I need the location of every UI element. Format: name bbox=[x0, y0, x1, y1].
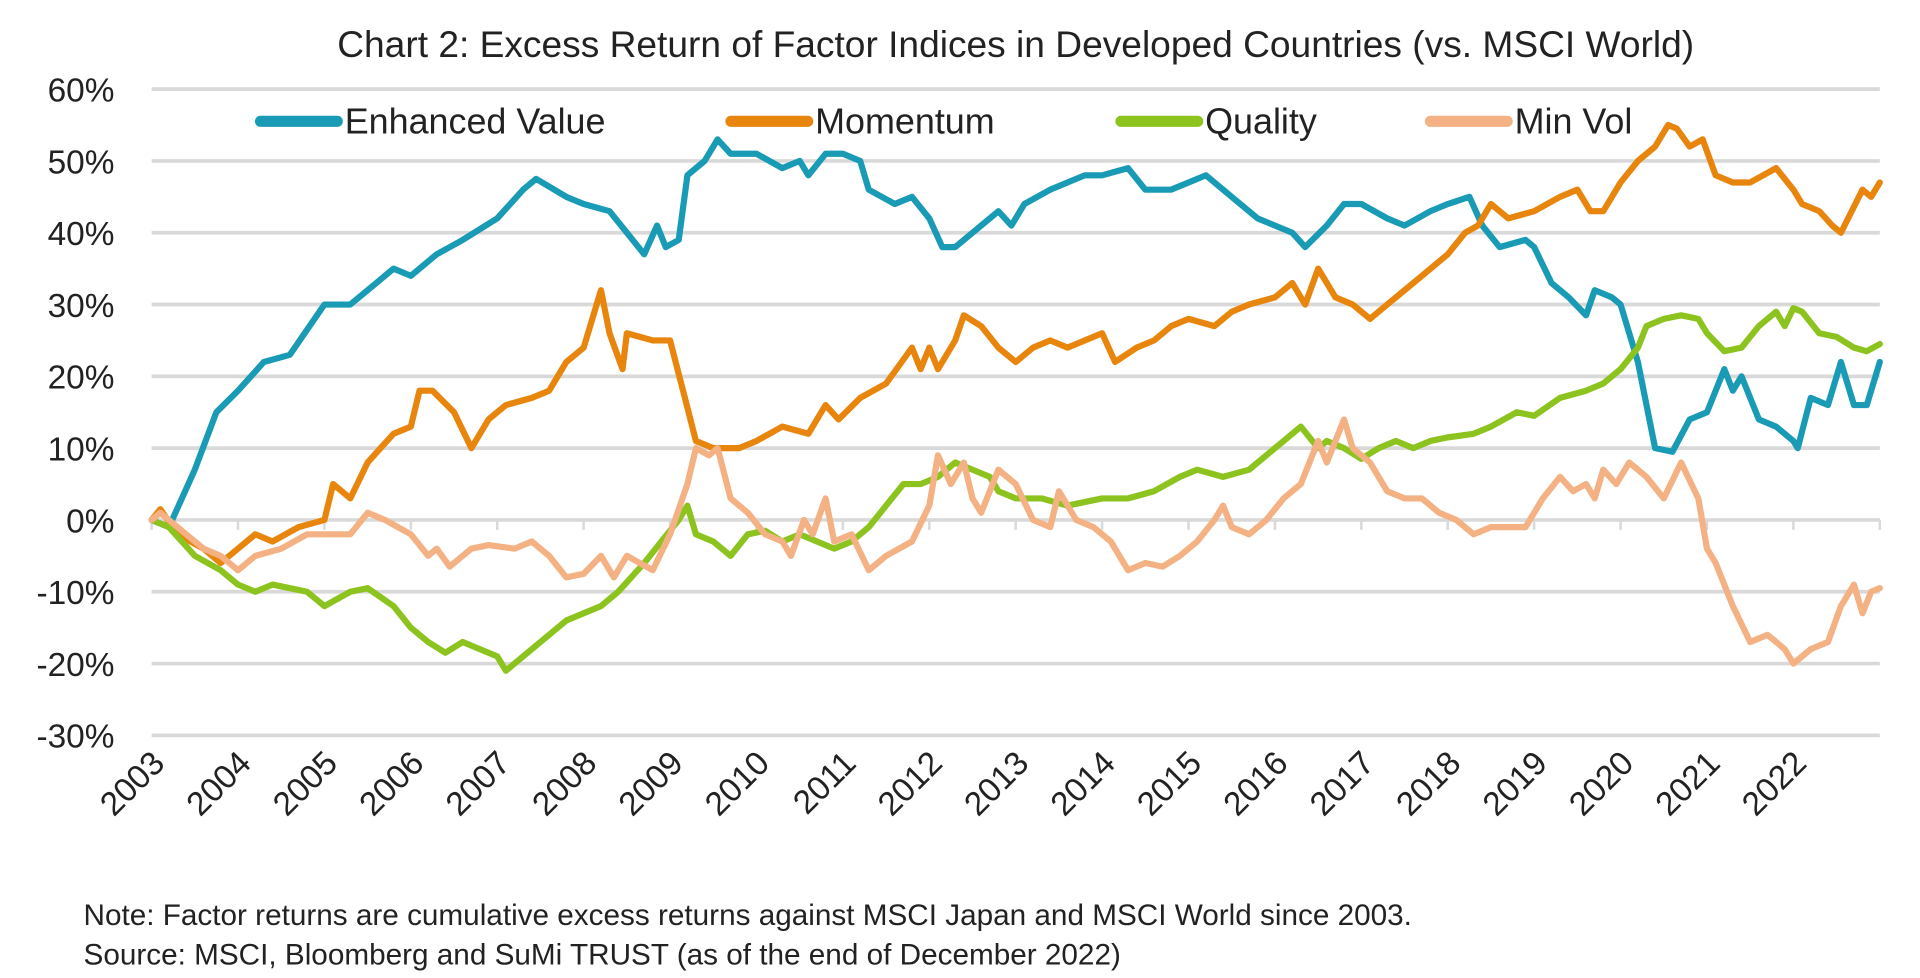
series-line-enhanced-value bbox=[148, 136, 1883, 531]
x-tick-label: 2012 bbox=[871, 745, 950, 824]
x-tick-label: 2005 bbox=[266, 745, 345, 824]
x-tick-label: 2013 bbox=[958, 745, 1037, 824]
y-tick-label: 60% bbox=[48, 73, 115, 110]
series-line-momentum bbox=[148, 121, 1883, 567]
legend-label-momentum: Momentum bbox=[815, 102, 995, 142]
y-tick-label: -20% bbox=[36, 647, 114, 684]
x-axis-tick-labels: 2003 2004 2005 2006 2007 2008 2009 2010 2011 2012… bbox=[93, 745, 1814, 824]
legend-label-quality: Quality bbox=[1205, 102, 1317, 142]
x-tick-label: 2015 bbox=[1130, 745, 1209, 824]
y-tick-label: 10% bbox=[48, 432, 115, 469]
source-text: Source: MSCI, Bloomberg and SuMi TRUST (… bbox=[84, 938, 1121, 971]
x-tick-label: 2021 bbox=[1649, 745, 1728, 824]
x-tick-label: 2014 bbox=[1044, 745, 1123, 824]
x-tick-label: 2018 bbox=[1390, 745, 1469, 824]
series-lines bbox=[148, 121, 1883, 674]
x-tick-label: 2019 bbox=[1476, 745, 1555, 824]
y-tick-label: 0% bbox=[66, 503, 114, 540]
x-tick-label: 2011 bbox=[786, 745, 863, 822]
x-tick-label: 2006 bbox=[353, 745, 432, 824]
note-text: Note: Factor returns are cumulative exce… bbox=[84, 899, 1412, 932]
x-tick-label: 2004 bbox=[180, 745, 259, 824]
y-tick-label: 30% bbox=[48, 288, 115, 325]
x-tick-label: 2016 bbox=[1217, 745, 1296, 824]
gridlines bbox=[150, 87, 1882, 738]
x-tick-label: 2020 bbox=[1562, 745, 1641, 824]
y-axis-tick-labels: -30% -20% -10% 0% 10% 20% 30% 40% 50% 60% bbox=[36, 73, 114, 756]
x-tick-label: 2017 bbox=[1303, 745, 1382, 824]
x-tick-label: 2007 bbox=[439, 745, 518, 824]
y-tick-label: 20% bbox=[48, 360, 115, 397]
y-tick-label: -30% bbox=[36, 719, 114, 756]
x-tick-label: 2022 bbox=[1735, 745, 1814, 824]
series-line-min-vol bbox=[148, 416, 1883, 667]
y-tick-label: 40% bbox=[48, 216, 115, 253]
x-tick-label: 2003 bbox=[93, 745, 172, 824]
legend-label-min-vol: Min Vol bbox=[1515, 102, 1633, 142]
x-tick-label: 2008 bbox=[525, 745, 604, 824]
y-tick-label: -10% bbox=[36, 575, 114, 612]
y-tick-label: 50% bbox=[48, 144, 115, 181]
x-tick-label: 2010 bbox=[698, 745, 777, 824]
legend-label-enhanced-value: Enhanced Value bbox=[345, 102, 606, 142]
x-tick-label: 2009 bbox=[612, 745, 691, 824]
legend: Enhanced Value Momentum Quality Min Vol bbox=[254, 102, 1633, 142]
series-line-quality bbox=[148, 305, 1883, 674]
chart-title: Chart 2: Excess Return of Factor Indices… bbox=[337, 23, 1694, 65]
